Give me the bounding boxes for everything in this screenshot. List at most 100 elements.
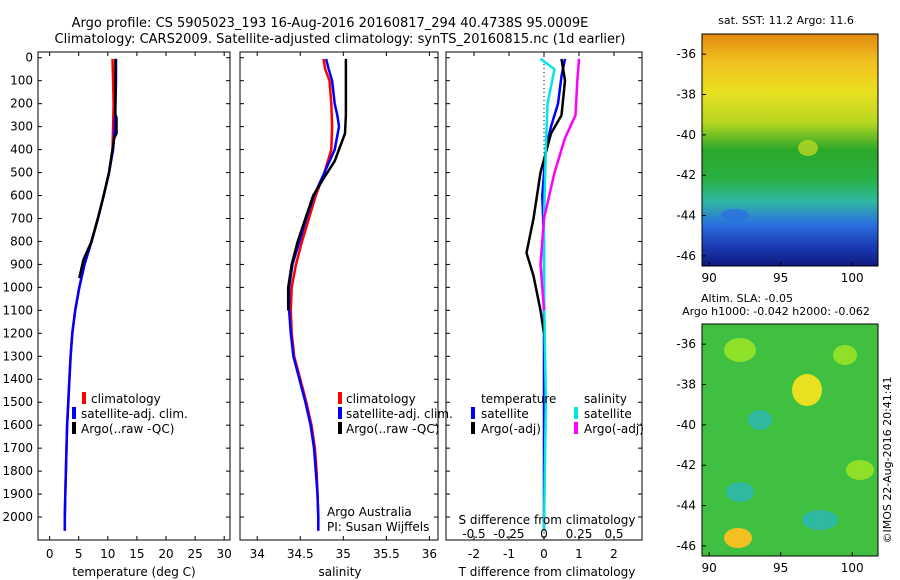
temperature-legend: climatology satellite-adj. clim. Argo(..… — [72, 392, 188, 436]
sst-map-feature — [721, 209, 749, 221]
x-tick-label: 10 — [100, 547, 115, 561]
sst-map-frame — [701, 33, 879, 267]
legend-title-salinity: salinity — [584, 392, 627, 406]
legend-label-satellite: satellite-adj. clim. — [81, 407, 188, 421]
sst-map-image — [702, 34, 878, 266]
y-tick-label: 1200 — [2, 326, 33, 340]
y-tick-label: 700 — [10, 211, 33, 225]
legend-swatch-climatology — [338, 392, 342, 404]
series-line-temperature-argo-adj- — [525, 58, 567, 334]
series-line-salinity-argo-adj- — [539, 58, 581, 311]
map-x-tick-label: 95 — [773, 271, 788, 285]
y-tick-label: 600 — [10, 189, 33, 203]
legend-label-satellite: satellite-adj. clim. — [346, 407, 453, 421]
sst-map-axes: 90 95 100 -36 -38 -40 -42 -44 -46 — [676, 47, 863, 285]
top-tick-label: 0 — [540, 527, 548, 541]
y-tick-label: 300 — [10, 120, 33, 134]
difference-top-label: S difference from climatology — [459, 513, 636, 527]
legend-swatch-satellite — [338, 407, 342, 419]
legend-label-temp-satellite: satellite — [481, 407, 529, 421]
map-x-tick-label: 100 — [841, 561, 864, 575]
legend-label-climatology: climatology — [346, 392, 416, 406]
sla-map-frame — [701, 323, 879, 557]
axes-ticks: 0 5 10 15 20 25 30 34 34.5 35 35.5 36 -2 -1 0 1 20100200… — [2, 51, 642, 561]
x-tick-label: 30 — [217, 547, 232, 561]
top-tick-label: 0.25 — [566, 527, 593, 541]
legend-swatch-argo — [72, 422, 76, 434]
y-tick-label: 2000 — [2, 510, 33, 524]
map-x-tick-label: 90 — [702, 271, 717, 285]
x-tick-label: 36 — [422, 547, 437, 561]
series-line-argo-raw-qc- — [78, 58, 118, 279]
x-tick-label: 34 — [250, 547, 265, 561]
difference-xlabel: T difference from climatology — [458, 565, 636, 579]
series-line-salinity-satellite — [539, 57, 556, 531]
y-tick-label: 0 — [25, 51, 33, 65]
y-tick-label: 1400 — [2, 372, 33, 386]
map-y-tick-label: -38 — [676, 378, 696, 392]
difference-chart — [525, 52, 581, 540]
legend-swatch-sal-satellite — [574, 407, 578, 419]
y-tick-label: 500 — [10, 166, 33, 180]
legend-label-argo: Argo(..raw -QC) — [346, 422, 439, 436]
map-y-tick-label: -40 — [676, 128, 696, 142]
map-y-tick-label: -36 — [676, 47, 696, 61]
salinity-legend: climatology satellite-adj. clim. Argo(..… — [338, 392, 453, 436]
map-y-tick-label: -36 — [676, 337, 696, 351]
series-line-satellite-adj-clim- — [63, 58, 118, 531]
legend-swatch-argo — [338, 422, 342, 434]
series-line-climatology — [289, 58, 334, 531]
temperature-xlabel: temperature (deg C) — [72, 565, 195, 579]
sla-map-title-2: Argo h1000: -0.042 h2000: -0.062 — [682, 305, 870, 318]
y-tick-label: 1800 — [2, 464, 33, 478]
legend-swatch-satellite — [72, 407, 76, 419]
top-tick-label: -0.5 — [462, 527, 485, 541]
legend-label-sal-satellite: satellite — [584, 407, 632, 421]
x-tick-label: 25 — [187, 547, 202, 561]
legend-swatch-sal-argo — [574, 422, 578, 434]
y-tick-label: 1000 — [2, 280, 33, 294]
difference-legend: temperature satellite Argo(-adj) salinit… — [471, 392, 644, 436]
x-tick-label: -2 — [468, 547, 480, 561]
header-line-2: Climatology: CARS2009. Satellite-adjuste… — [55, 32, 626, 47]
map-x-tick-label: 90 — [702, 561, 717, 575]
x-tick-label: 0 — [540, 547, 548, 561]
map-y-tick-label: -46 — [676, 539, 696, 553]
map-x-tick-label: 95 — [773, 561, 788, 575]
map-y-tick-label: -42 — [676, 168, 696, 182]
x-tick-label: 1 — [575, 547, 583, 561]
map-x-tick-label: 100 — [841, 271, 864, 285]
series-line-argo-raw-qc- — [286, 58, 348, 311]
y-tick-label: 400 — [10, 143, 33, 157]
y-tick-label: 200 — [10, 97, 33, 111]
x-tick-label: 2 — [610, 547, 618, 561]
legend-label-argo: Argo(..raw -QC) — [81, 422, 174, 436]
x-tick-label: 5 — [75, 547, 83, 561]
x-tick-label: 35 — [336, 547, 351, 561]
y-tick-label: 1600 — [2, 418, 33, 432]
legend-swatch-climatology — [82, 392, 86, 404]
salinity-axes-frame — [239, 51, 439, 541]
top-tick-label: -0.25 — [493, 527, 524, 541]
x-tick-label: -1 — [503, 547, 515, 561]
map-y-tick-label: -42 — [676, 458, 696, 472]
x-tick-label: 20 — [158, 547, 173, 561]
top-tick-label: 0.5 — [604, 527, 623, 541]
x-tick-label: 34.5 — [287, 547, 314, 561]
salinity-annotation-1: Argo Australia — [327, 505, 412, 519]
map-y-tick-label: -40 — [676, 418, 696, 432]
temperature-axes-frame — [37, 51, 231, 541]
legend-label-temp-argo: Argo(-adj) — [481, 422, 541, 436]
sla-map-features — [724, 338, 874, 548]
salinity-chart — [286, 58, 348, 531]
y-tick-label: 100 — [10, 74, 33, 88]
imos-stamp: ©IMOS 22-Aug-2016 20:41:41 — [881, 377, 894, 544]
map-y-tick-label: -44 — [676, 209, 696, 223]
x-tick-label: 35.5 — [373, 547, 400, 561]
legend-swatch-temp-argo — [471, 422, 475, 434]
legend-title-temperature: temperature — [481, 392, 556, 406]
y-tick-label: 900 — [10, 257, 33, 271]
map-y-tick-label: -38 — [676, 88, 696, 102]
legend-label-climatology: climatology — [91, 392, 161, 406]
